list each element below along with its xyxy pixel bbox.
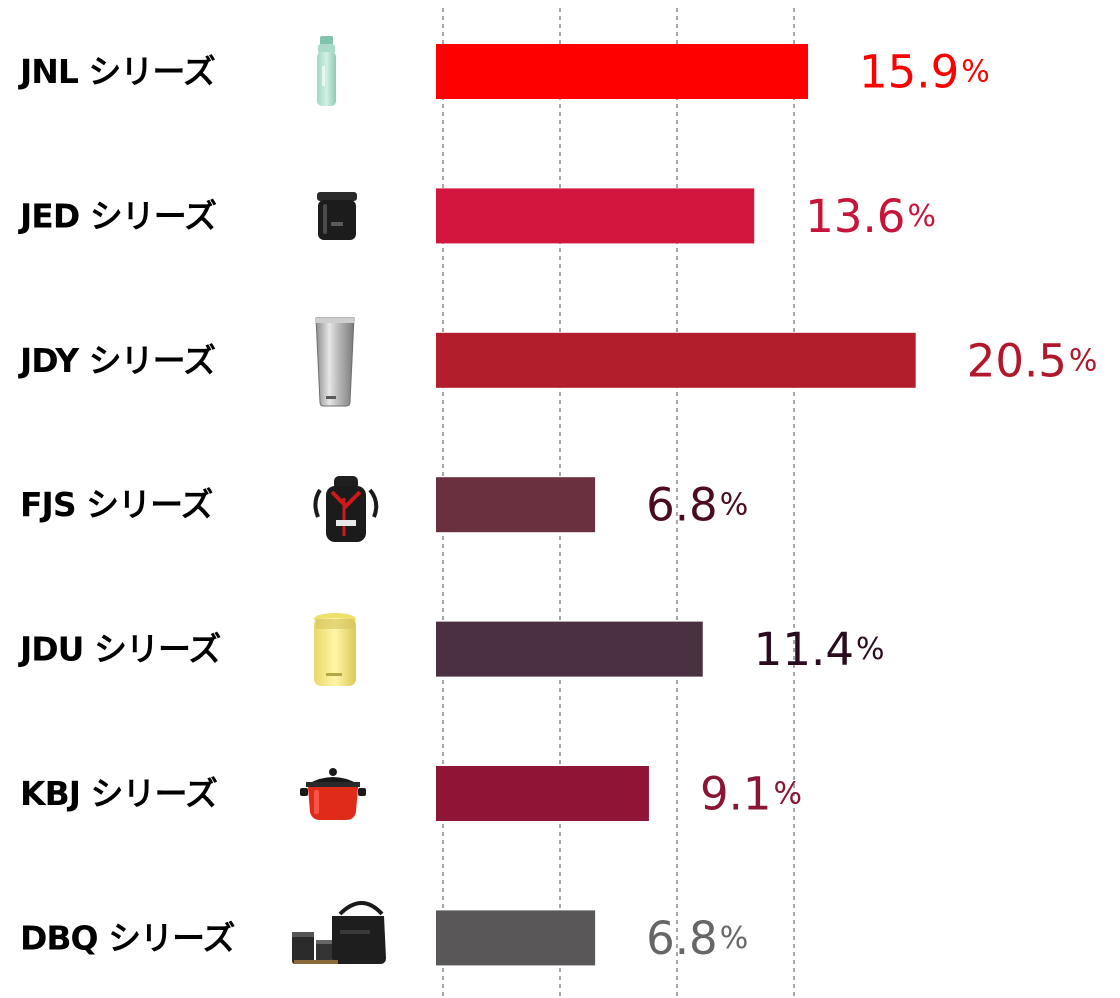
value-unit: % xyxy=(774,776,803,811)
category-label: JED シリーズ xyxy=(18,196,217,235)
value-label: 6.8% xyxy=(646,911,748,964)
bar xyxy=(436,766,649,821)
yellow-food-jar-icon xyxy=(314,613,356,686)
red-cooking-pot-icon xyxy=(300,768,366,820)
sports-bottle-icon xyxy=(313,476,379,542)
category-label: KBJ シリーズ xyxy=(20,774,218,813)
value-label: 6.8% xyxy=(646,478,748,531)
value-number: 6.8 xyxy=(646,911,718,964)
value-unit: % xyxy=(1069,343,1098,378)
category-label: DBQ シリーズ xyxy=(20,918,235,957)
bar xyxy=(436,188,755,244)
value-number: 6.8 xyxy=(646,478,718,531)
value-label: 9.1% xyxy=(700,767,802,820)
steel-tumbler-icon xyxy=(315,317,355,407)
value-number: 11.4 xyxy=(754,623,854,676)
bar xyxy=(436,44,809,99)
value-unit: % xyxy=(961,54,990,89)
value-unit: % xyxy=(720,920,749,955)
value-number: 9.1 xyxy=(700,767,772,820)
value-label: 13.6% xyxy=(805,189,936,242)
value-unit: % xyxy=(856,632,885,667)
bar xyxy=(436,621,703,677)
category-label: FJS シリーズ xyxy=(20,485,213,524)
value-number: 13.6 xyxy=(805,189,905,242)
category-label: JDU シリーズ xyxy=(18,630,221,669)
category-label: JNL シリーズ xyxy=(18,52,216,91)
bar xyxy=(436,477,596,533)
bar xyxy=(436,332,916,388)
value-label: 11.4% xyxy=(754,623,885,676)
mint-bottle-icon xyxy=(317,36,336,106)
lunch-jar-bag-icon xyxy=(292,901,386,964)
black-food-jar-icon xyxy=(317,192,357,240)
value-number: 20.5 xyxy=(967,334,1067,387)
value-number: 15.9 xyxy=(859,45,959,98)
bar xyxy=(436,910,596,966)
value-label: 20.5% xyxy=(967,334,1098,387)
value-unit: % xyxy=(907,198,936,233)
value-unit: % xyxy=(720,487,749,522)
value-label: 15.9% xyxy=(859,45,990,98)
category-label: JDY シリーズ xyxy=(18,341,216,380)
